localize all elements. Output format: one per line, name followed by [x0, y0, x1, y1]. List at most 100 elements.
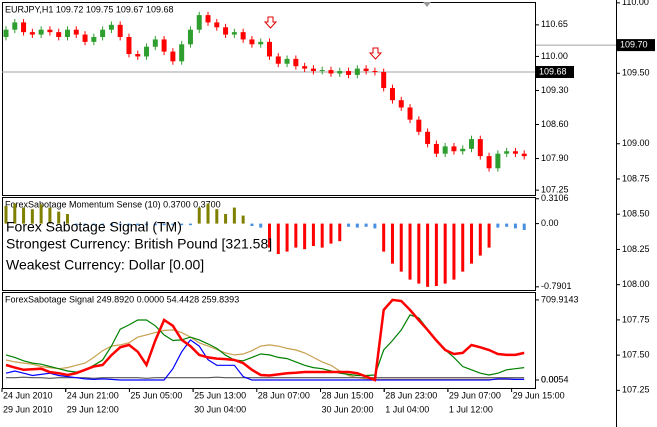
- bar: [224, 214, 228, 224]
- candle-body: [29, 32, 35, 35]
- y-tick-label: 107.50: [622, 350, 650, 360]
- bar: [461, 223, 465, 272]
- x-tick-label: 1 Jul 12:00: [449, 404, 493, 414]
- bar: [74, 223, 78, 226]
- bar: [443, 223, 447, 284]
- candle-body: [100, 29, 106, 38]
- bar: [505, 223, 509, 227]
- candle-body: [389, 88, 395, 101]
- bar: [434, 223, 438, 286]
- candle-body: [354, 68, 360, 75]
- bar: [513, 223, 517, 229]
- candle-body: [398, 100, 404, 108]
- bar: [452, 223, 456, 280]
- bar: [408, 223, 412, 280]
- main-panel: [2, 2, 536, 196]
- bar: [215, 209, 219, 224]
- y-tick-label: 107.90: [541, 153, 569, 163]
- bar: [478, 223, 482, 256]
- bar: [171, 223, 175, 226]
- bar: [496, 223, 500, 228]
- y-tick-label: 109.50: [622, 68, 650, 78]
- signal-line: [6, 376, 525, 379]
- signal-line: [5, 339, 525, 381]
- y-tick-label: 108.50: [622, 209, 650, 219]
- candle-body: [460, 148, 466, 152]
- candle-body: [504, 151, 510, 154]
- bar: [197, 207, 201, 224]
- candle-body: [512, 151, 518, 154]
- sell-arrow: [368, 47, 383, 60]
- bar: [303, 223, 307, 250]
- candle-body: [196, 15, 202, 30]
- bar: [373, 223, 377, 229]
- candle-body: [433, 143, 439, 154]
- bar: [13, 203, 17, 224]
- candle-body: [38, 29, 44, 35]
- candle-body: [64, 29, 70, 38]
- x-tick-label: 29 Jun 07:00: [449, 390, 501, 400]
- candle-body: [214, 22, 220, 28]
- bar: [338, 223, 342, 242]
- bar: [22, 207, 26, 224]
- bar: [276, 223, 280, 254]
- candle-body: [21, 22, 27, 33]
- x-tick-label: 25 Jun 05:00: [130, 390, 182, 400]
- bar: [109, 223, 113, 226]
- y-tick-label: 0.3106: [541, 193, 569, 203]
- candle-body: [310, 68, 316, 72]
- candle-body: [381, 72, 387, 89]
- bar: [320, 223, 324, 248]
- candle-body: [319, 70, 325, 72]
- bar: [487, 223, 491, 248]
- y-tick-label: 108.60: [541, 119, 569, 129]
- price-box: [536, 66, 574, 79]
- y-tick-label: 107.25: [622, 385, 650, 395]
- candle-body: [144, 46, 150, 57]
- candle-body: [451, 146, 457, 152]
- momentum-panel: [2, 197, 536, 291]
- bar: [250, 223, 254, 226]
- x-tick-label: 29 Jun 2010: [3, 404, 53, 414]
- candle-body: [416, 119, 422, 132]
- candle-body: [12, 22, 18, 30]
- y-tick-label: -0.7901: [541, 281, 572, 291]
- candle-body: [91, 37, 97, 42]
- x-tick-label: 28 Jun 07:00: [258, 390, 310, 400]
- candle-body: [223, 27, 229, 35]
- y-tick-label: 0.0054: [541, 374, 569, 384]
- bar: [65, 214, 69, 224]
- candle-body: [108, 24, 114, 30]
- bar: [83, 223, 87, 226]
- x-tick-label: 30 Jun 04:00: [194, 404, 246, 414]
- bar: [101, 223, 105, 226]
- x-tick-label: 24 Jun 2010: [3, 390, 53, 400]
- candle-body: [170, 51, 176, 62]
- y-tick-label: 110.00: [541, 51, 568, 61]
- candle-body: [346, 71, 352, 75]
- bar: [522, 223, 526, 230]
- candle-body: [284, 58, 290, 64]
- candle-body: [328, 70, 334, 74]
- y-tick-label: 110.65: [541, 19, 568, 29]
- candle-body: [442, 146, 448, 154]
- bar: [426, 223, 430, 287]
- x-tick-label: 29 Jun 15:00: [513, 390, 565, 400]
- bar: [206, 203, 210, 224]
- bar: [118, 223, 122, 226]
- y-tick-label: 0.00: [541, 374, 559, 384]
- candle-body: [47, 29, 53, 33]
- bar: [294, 223, 298, 248]
- bar: [4, 206, 8, 224]
- candle-body: [293, 58, 299, 67]
- bar: [232, 207, 236, 224]
- y-tick-label: 107.25: [541, 185, 569, 195]
- y-tick-label: 108.00: [622, 279, 650, 289]
- bar: [241, 215, 245, 224]
- candle-body: [82, 34, 88, 42]
- candle-body: [3, 29, 9, 38]
- y-tick-label: 0.00: [541, 218, 559, 228]
- candle-body: [486, 156, 492, 169]
- candle-body: [56, 32, 62, 38]
